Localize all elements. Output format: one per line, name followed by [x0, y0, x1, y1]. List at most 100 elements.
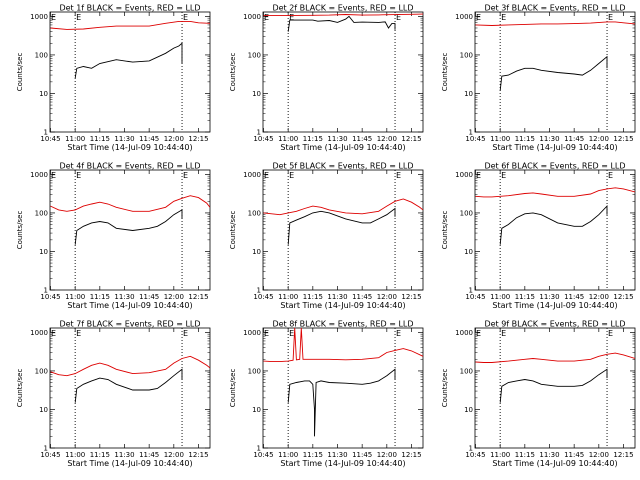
marker-label: E — [51, 329, 56, 338]
x-tick-label: 11:30 — [114, 135, 134, 143]
marker-label: E — [76, 13, 81, 22]
marker-label: E — [501, 171, 506, 180]
y-tick-label: 100 — [248, 51, 261, 59]
events-series-line — [499, 204, 608, 245]
y-tick-label: 1000 — [30, 13, 48, 21]
y-tick-label: 10 — [252, 248, 261, 256]
x-tick-label: 11:45 — [352, 293, 372, 301]
y-tick-label: 10 — [39, 406, 48, 414]
x-tick-label: 12:15 — [188, 135, 208, 143]
y-tick-label: 1 — [44, 129, 48, 137]
events-series-line — [74, 42, 183, 79]
x-tick-label: 11:15 — [515, 293, 535, 301]
plot-frame — [474, 327, 636, 449]
detector-panel-7: Det 7f BLACK = Events, RED = LLD 10:45 11:… — [16, 320, 211, 468]
y-axis-label: Counts/sec — [229, 211, 237, 250]
x-tick-label: 12:15 — [613, 293, 633, 301]
y-tick-label: 1 — [257, 287, 261, 295]
marker-label: E — [76, 171, 81, 180]
y-axis-label: Counts/sec — [441, 53, 449, 92]
detector-panel-1: Det 1f BLACK = Events, RED = LLD 10:45 11:… — [16, 4, 211, 152]
x-tick-label: 11:15 — [515, 135, 535, 143]
detector-panel-5: Det 5f BLACK = Events, RED = LLD 10:45 11:… — [229, 162, 424, 310]
marker-label: E — [501, 329, 506, 338]
x-tick-label: 11:15 — [303, 293, 323, 301]
detector-panel-8: Det 8f BLACK = Events, RED = LLD 10:45 11:… — [229, 320, 424, 468]
lld-series-line — [475, 187, 635, 198]
x-tick-label: 12:15 — [401, 451, 421, 459]
x-tick-label: 11:00 — [65, 293, 85, 301]
y-tick-label: 10 — [39, 90, 48, 98]
x-axis-label: Start Time (14-Jul-09 10:44:40) — [280, 301, 405, 310]
x-tick-label: 11:15 — [90, 451, 110, 459]
x-axis-label: Start Time (14-Jul-09 10:44:40) — [280, 459, 405, 468]
x-tick-label: 11:15 — [90, 293, 110, 301]
detector-panel-3: Det 3f BLACK = Events, RED = LLD 10:45 11:… — [441, 4, 636, 152]
y-axis-label: Counts/sec — [229, 369, 237, 408]
marker-label: E — [396, 171, 401, 180]
x-tick-label: 12:15 — [188, 293, 208, 301]
x-tick-label: 11:30 — [327, 451, 347, 459]
detector-panel-6: Det 6f BLACK = Events, RED = LLD 10:45 11:… — [441, 162, 636, 310]
y-tick-label: 1000 — [455, 329, 473, 337]
y-tick-label: 1 — [44, 287, 48, 295]
panel-title: Det 3f BLACK = Events, RED = LLD — [484, 4, 625, 13]
x-tick-label: 10:45 — [40, 451, 60, 459]
x-axis-label: Start Time (14-Jul-09 10:44:40) — [492, 301, 617, 310]
y-tick-label: 10 — [252, 406, 261, 414]
y-tick-label: 1000 — [243, 171, 261, 179]
marker-label: E — [608, 329, 613, 338]
detector-panel-9: Det 9f BLACK = Events, RED = LLD 10:45 11:… — [441, 320, 636, 468]
x-tick-label: 12:00 — [377, 293, 397, 301]
events-series-line — [74, 368, 183, 403]
marker-label: E — [264, 171, 269, 180]
y-tick-label: 100 — [35, 367, 48, 375]
x-tick-label: 11:00 — [490, 293, 510, 301]
panel-title: Det 1f BLACK = Events, RED = LLD — [59, 4, 200, 13]
lld-series-line — [263, 328, 423, 363]
events-series-line — [74, 209, 183, 245]
lld-series-line — [475, 352, 635, 363]
events-series-line — [499, 368, 608, 403]
marker-label: E — [76, 329, 81, 338]
x-tick-label: 12:00 — [589, 451, 609, 459]
y-tick-label: 1 — [469, 445, 473, 453]
y-tick-label: 10 — [252, 90, 261, 98]
events-series-line — [499, 55, 608, 91]
y-tick-label: 1 — [44, 445, 48, 453]
lld-series-line — [263, 198, 423, 216]
x-tick-label: 11:00 — [278, 135, 298, 143]
plot-frame — [474, 11, 636, 133]
plot-frame — [262, 327, 424, 449]
y-axis-label: Counts/sec — [16, 369, 24, 408]
plot-frame — [49, 327, 211, 449]
x-tick-label: 11:45 — [352, 451, 372, 459]
marker-label: E — [396, 13, 401, 22]
marker-label: E — [264, 329, 269, 338]
y-tick-label: 1 — [469, 287, 473, 295]
marker-label: E — [476, 329, 481, 338]
y-tick-label: 10 — [39, 248, 48, 256]
y-tick-label: 10 — [464, 90, 473, 98]
plot-frame — [262, 169, 424, 291]
x-tick-label: 11:45 — [564, 135, 584, 143]
panel-title: Det 4f BLACK = Events, RED = LLD — [59, 162, 200, 171]
y-tick-label: 100 — [460, 367, 473, 375]
x-tick-label: 12:15 — [613, 135, 633, 143]
y-tick-label: 1 — [469, 129, 473, 137]
x-tick-label: 12:00 — [589, 135, 609, 143]
plot-frame — [474, 169, 636, 291]
y-tick-label: 100 — [35, 51, 48, 59]
x-tick-label: 11:00 — [278, 293, 298, 301]
x-tick-label: 11:45 — [139, 293, 159, 301]
marker-label: E — [396, 329, 401, 338]
x-axis-label: Start Time (14-Jul-09 10:44:40) — [67, 301, 192, 310]
x-tick-label: 10:45 — [40, 293, 60, 301]
x-tick-label: 11:45 — [139, 451, 159, 459]
y-axis-label: Counts/sec — [441, 211, 449, 250]
x-tick-label: 11:30 — [114, 451, 134, 459]
x-tick-label: 12:00 — [164, 293, 184, 301]
x-tick-label: 12:00 — [164, 135, 184, 143]
x-tick-label: 11:00 — [65, 451, 85, 459]
marker-label: E — [289, 171, 294, 180]
